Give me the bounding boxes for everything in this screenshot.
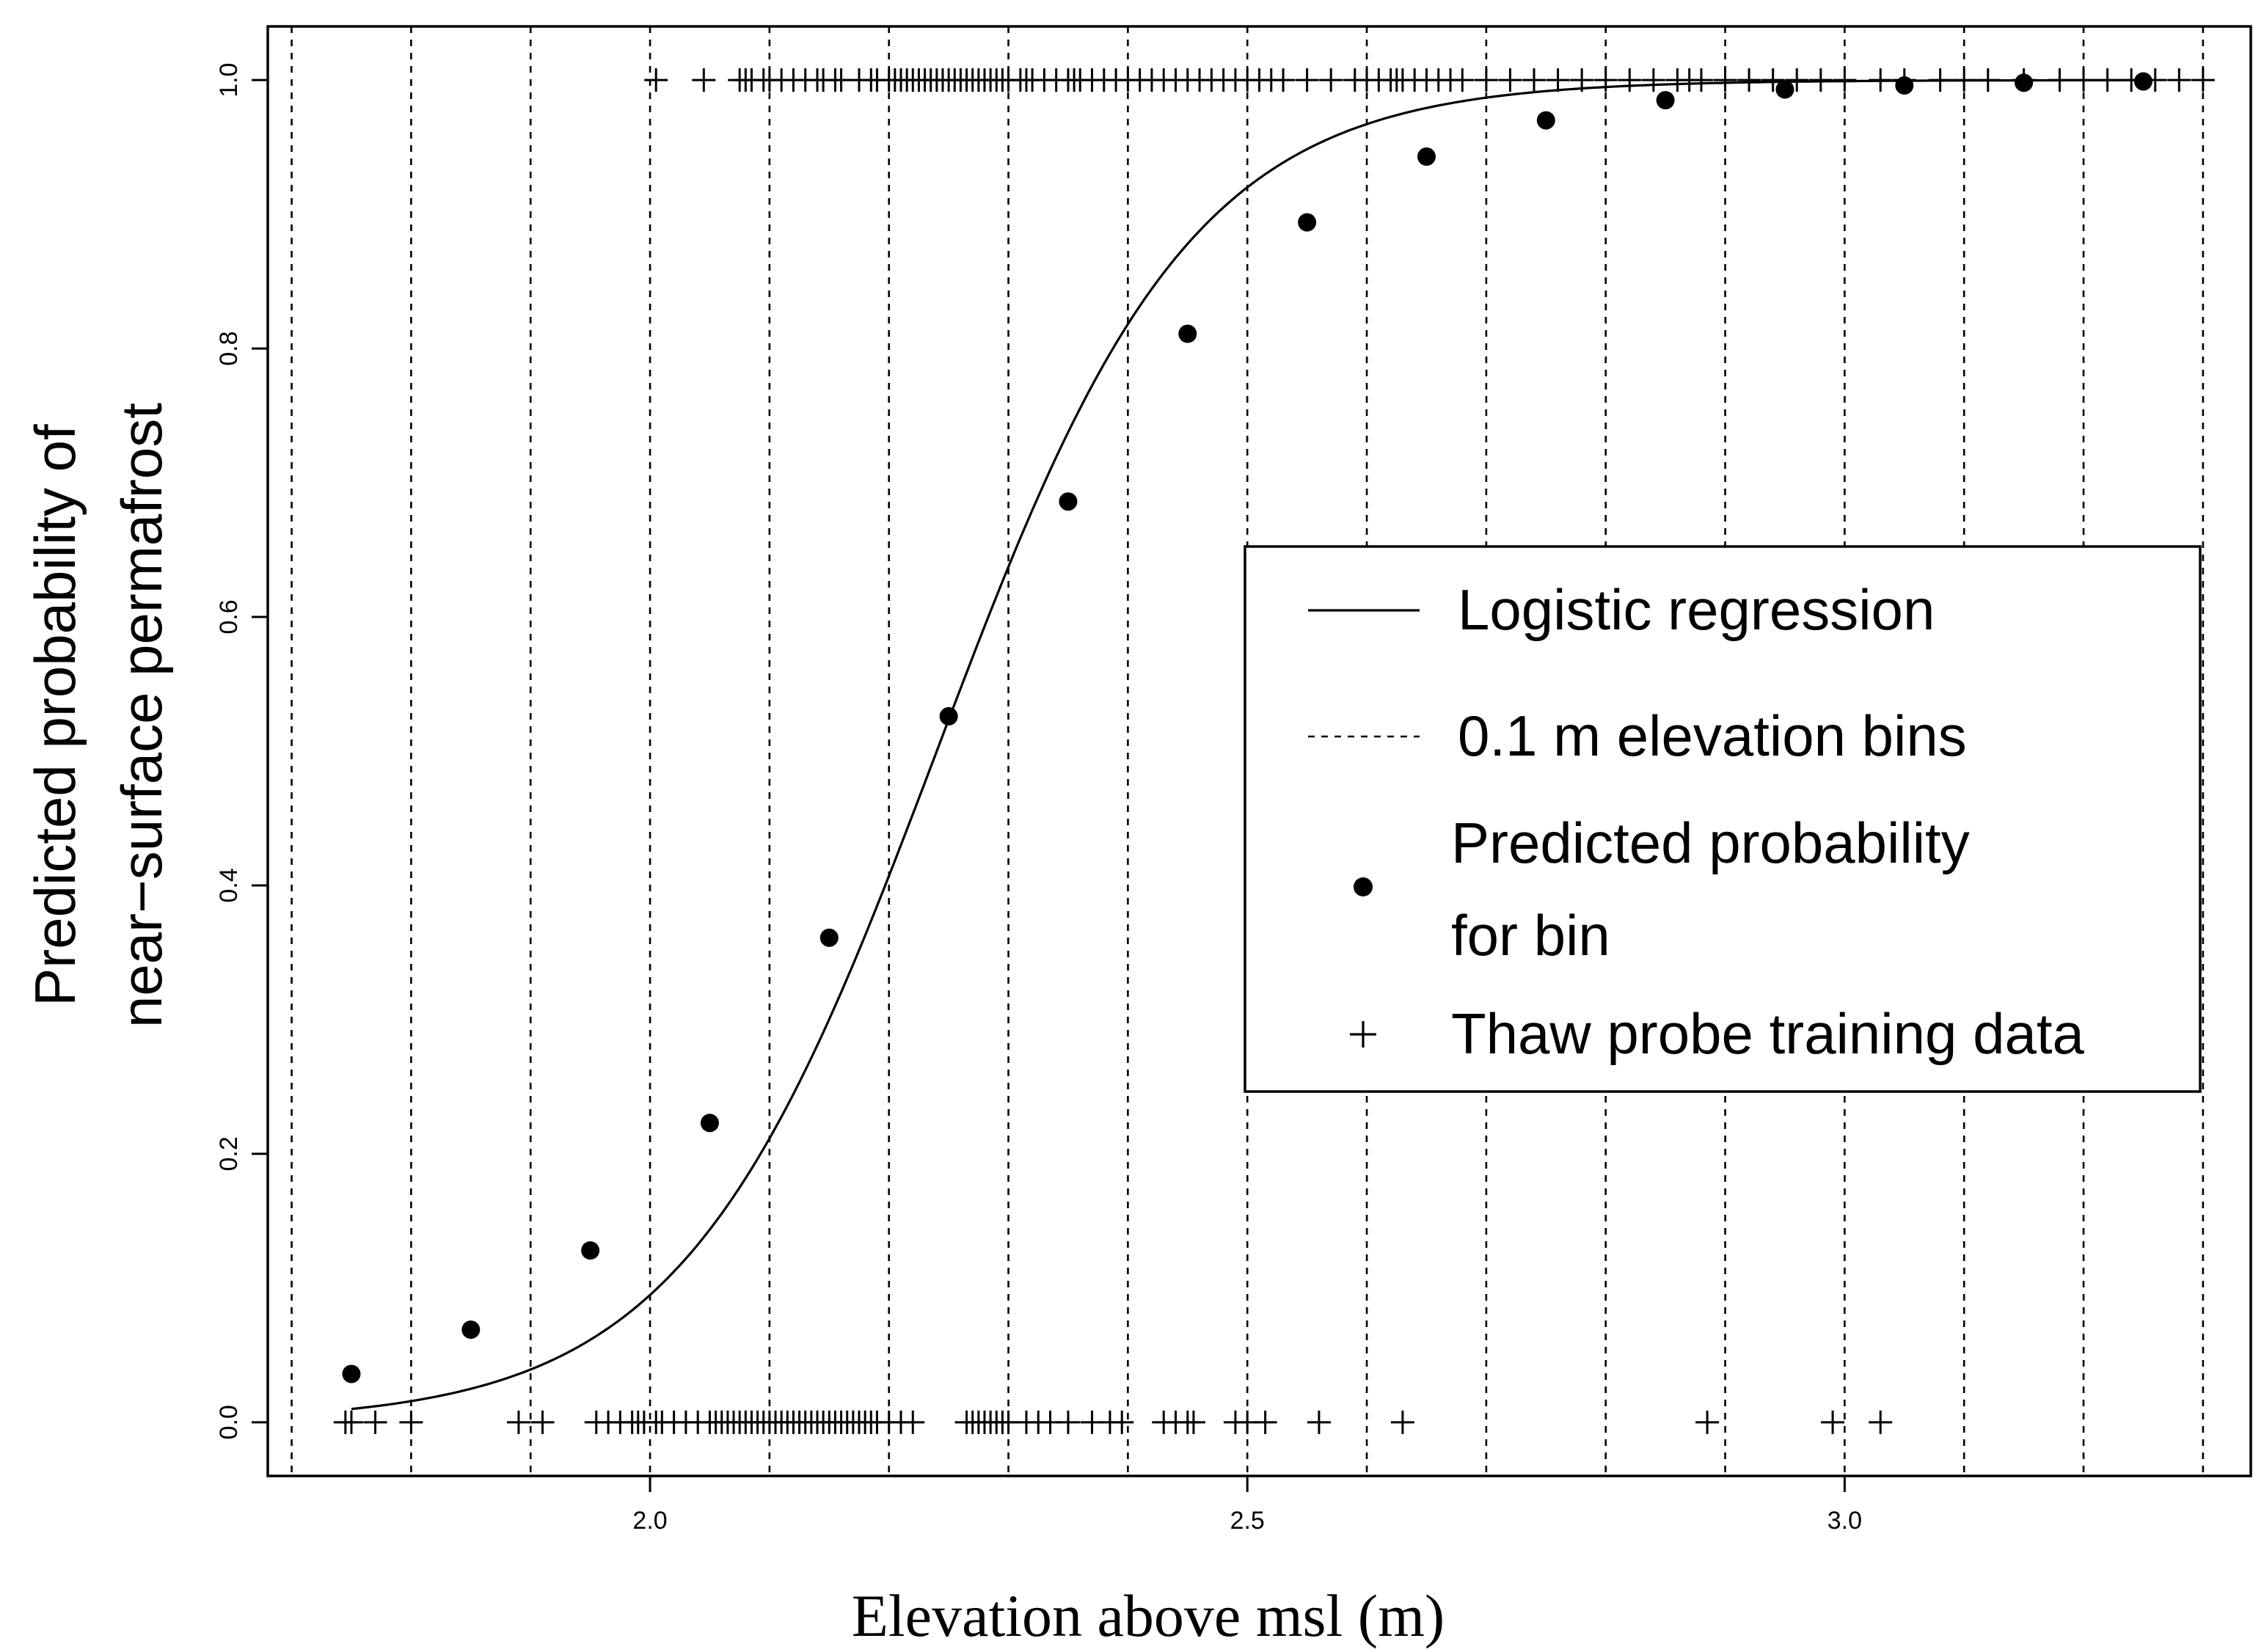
legend-label-bins: 0.1 m elevation bins	[1458, 703, 1967, 768]
training-marker	[339, 1410, 363, 1434]
training-marker	[1390, 1410, 1414, 1434]
y-axis: 0.0 0.2 0.4 0.6 0.8 1.0	[215, 63, 268, 1439]
training-marker	[901, 1410, 925, 1434]
training-marker	[530, 1410, 555, 1434]
training-marker	[363, 1410, 387, 1434]
y-tick-label: 0.8	[215, 331, 243, 365]
legend-plus-symbol	[1350, 1021, 1376, 1048]
y-tick-label: 1.0	[215, 63, 243, 98]
training-marker	[506, 1410, 530, 1434]
training-marker	[2191, 68, 2215, 92]
bin-point	[2133, 72, 2152, 91]
training-marker	[1618, 68, 1642, 92]
y-tick-label: 0.2	[215, 1136, 243, 1171]
training-marker	[1713, 68, 1737, 92]
legend-label-training: Thaw probe training data	[1451, 1001, 2084, 1066]
training-marker	[1271, 68, 1296, 92]
training-marker	[1695, 1410, 1720, 1434]
bin-point	[819, 928, 839, 947]
training-marker	[1761, 68, 1785, 92]
training-marker	[692, 68, 716, 92]
training-marker	[1295, 68, 1319, 92]
bin-point	[461, 1320, 481, 1339]
bin-probability-points	[342, 72, 2152, 1384]
plot-frame	[266, 25, 2252, 1477]
training-marker	[644, 68, 668, 92]
legend-label-predicted-line1: Predicted probability	[1451, 811, 1970, 875]
bin-point	[700, 1114, 719, 1133]
training-marker	[1808, 68, 1833, 92]
bin-point	[1775, 80, 1794, 99]
x-tick-label: 3.0	[1827, 1507, 1862, 1535]
legend-label-predicted-line2: for bin	[1451, 903, 1610, 968]
legend-box	[1244, 545, 2202, 1093]
y-tick-label: 0.6	[215, 599, 243, 634]
bin-point	[1536, 111, 1555, 130]
bin-point	[1298, 213, 1317, 232]
training-marker	[1641, 68, 1665, 92]
bin-point	[2015, 73, 2034, 92]
training-marker	[1056, 1410, 1080, 1434]
legend-dot-symbol	[1354, 877, 1373, 896]
bin-point	[581, 1241, 600, 1260]
elevation-bin-lines	[291, 26, 2205, 1476]
bin-point	[1059, 492, 1078, 511]
training-marker	[1181, 1410, 1205, 1434]
bin-point	[1178, 324, 1197, 343]
training-marker	[1785, 68, 1809, 92]
bin-point	[342, 1364, 361, 1384]
training-marker	[1307, 1410, 1331, 1434]
bin-point	[1417, 147, 1436, 166]
training-marker	[1546, 68, 1570, 92]
y-tick-label: 0.4	[215, 868, 243, 902]
training-marker	[1869, 1410, 1893, 1434]
training-marker	[1737, 68, 1761, 92]
logistic-regression-curve	[351, 78, 2144, 1411]
training-marker	[1319, 68, 1343, 92]
bin-point	[1895, 76, 1914, 95]
training-marker	[1522, 68, 1547, 92]
training-marker	[399, 1410, 423, 1434]
training-marker	[2167, 68, 2191, 92]
training-marker	[1498, 68, 1522, 92]
y-axis-label-line2: near−surface permafrost	[109, 403, 174, 1028]
legend-label-logistic: Logistic regression	[1458, 577, 1935, 642]
x-tick-label: 2.5	[1230, 1507, 1265, 1535]
training-data-markers	[333, 68, 2215, 1434]
training-marker	[1474, 68, 1498, 92]
bin-point	[1656, 91, 1675, 110]
training-marker	[1689, 68, 1713, 92]
x-axis-label: Elevation above msl (m)	[852, 1582, 1445, 1649]
legend: Logistic regression 0.1 m elevation bins…	[1244, 545, 2202, 1093]
x-tick-label: 2.0	[632, 1507, 667, 1535]
training-marker	[1253, 1410, 1277, 1434]
training-marker	[1450, 68, 1475, 92]
bin-point	[939, 706, 958, 726]
x-axis: 2.0 2.5 3.0	[632, 1476, 1862, 1535]
training-marker	[1110, 1410, 1134, 1434]
y-axis-label-line1: Predicted probability of	[23, 424, 87, 1006]
training-marker	[1821, 1410, 1845, 1434]
y-tick-label: 0.0	[215, 1405, 243, 1439]
